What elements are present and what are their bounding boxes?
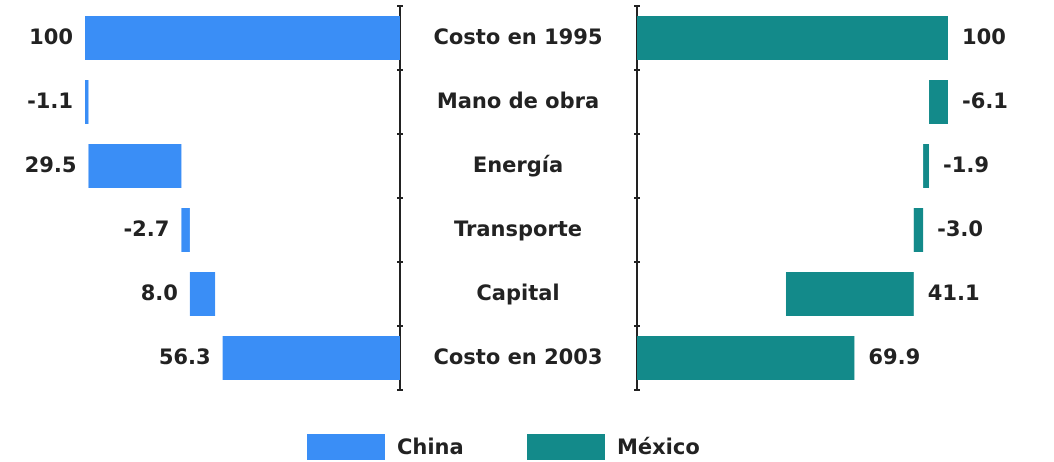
category-label: Costo en 1995	[433, 25, 602, 49]
category-label: Transporte	[454, 217, 582, 241]
bar	[923, 144, 930, 188]
bar	[222, 336, 400, 380]
bar	[637, 336, 855, 380]
value-label: -6.1	[962, 89, 1008, 113]
bar	[88, 144, 182, 188]
category-label: Energía	[473, 153, 563, 177]
value-label: 56.3	[159, 345, 211, 369]
category-label: Capital	[476, 281, 559, 305]
bar	[913, 208, 924, 252]
value-label: -1.1	[27, 89, 73, 113]
value-label: 69.9	[868, 345, 920, 369]
bar	[637, 16, 948, 60]
legend-swatch	[307, 434, 385, 460]
value-label: -1.9	[943, 153, 989, 177]
value-label: 41.1	[928, 281, 980, 305]
legend-label: México	[617, 435, 700, 459]
bar	[785, 272, 914, 316]
value-label: 100	[962, 25, 1006, 49]
value-label: -2.7	[123, 217, 169, 241]
legend-swatch	[527, 434, 605, 460]
bar	[189, 272, 216, 316]
bar	[85, 16, 400, 60]
category-label: Mano de obra	[437, 89, 599, 113]
bar	[85, 80, 89, 124]
category-label: Costo en 2003	[433, 345, 602, 369]
bar	[929, 80, 948, 124]
value-label: 100	[29, 25, 73, 49]
bar	[181, 208, 190, 252]
value-label: 29.5	[25, 153, 77, 177]
legend-label: China	[397, 435, 464, 459]
value-label: 8.0	[141, 281, 178, 305]
value-label: -3.0	[937, 217, 983, 241]
